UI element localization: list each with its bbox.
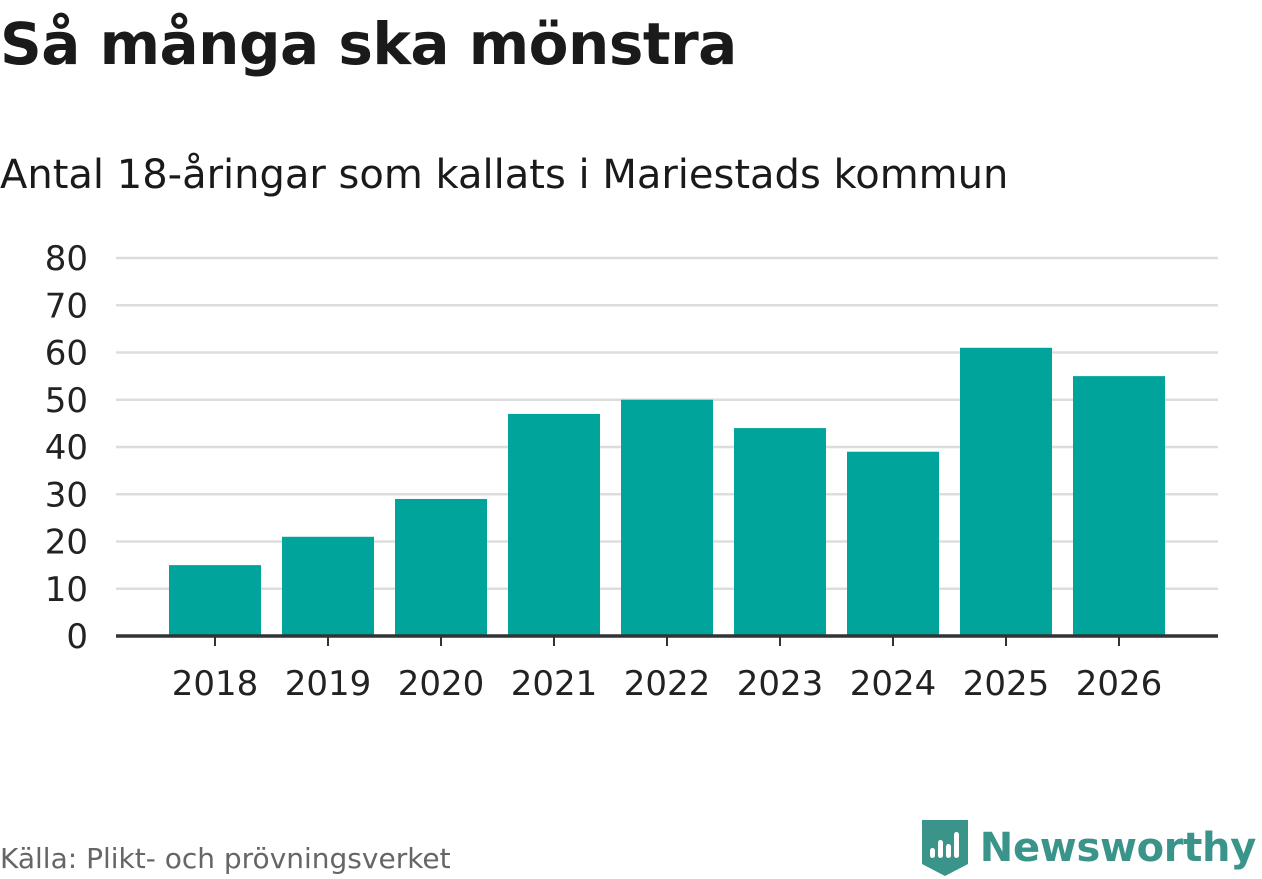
y-tick-label: 70: [45, 286, 88, 326]
newsworthy-logo-icon: [921, 820, 968, 876]
bar-2023: [734, 428, 826, 636]
y-tick-label: 30: [45, 475, 88, 515]
x-tick-label: 2019: [285, 664, 372, 704]
bar-2024: [847, 451, 939, 636]
x-tick-label: 2025: [963, 664, 1050, 704]
brand-name: Newsworthy: [979, 825, 1257, 871]
y-tick-label: 10: [45, 570, 88, 610]
x-tick-label: 2018: [172, 664, 259, 704]
bar-2022: [621, 399, 713, 636]
y-tick-label: 40: [45, 428, 88, 468]
bar-2026: [1073, 376, 1165, 636]
chart-title: Så många ska mönstra: [0, 10, 737, 78]
x-axis: [116, 634, 1218, 646]
bars: [169, 347, 1165, 636]
x-axis-tick-labels: 2018 2019 2020 2021 2022 2023 2024 2025 2026: [172, 664, 1163, 704]
chart-subtitle: Antal 18-åringar som kallats i Mariestad…: [0, 152, 1009, 198]
bar-2025: [960, 347, 1052, 636]
bar-2018: [169, 565, 261, 636]
y-tick-label: 20: [45, 523, 88, 563]
y-tick-label: 60: [45, 334, 88, 374]
y-tick-label: 80: [45, 239, 88, 279]
x-tick-label: 2024: [850, 664, 937, 704]
x-tick-label: 2021: [511, 664, 598, 704]
source-note: Källa: Plikt- och prövningsverket: [0, 842, 451, 875]
y-tick-label: 0: [66, 617, 88, 657]
y-tick-label: 50: [45, 381, 88, 421]
y-axis-tick-labels: 0 10 20 30 40 50 60 70 80: [45, 239, 88, 657]
brand-logo[interactable]: Newsworthy: [920, 818, 1256, 878]
bar-2019: [282, 536, 374, 636]
x-tick-label: 2023: [737, 664, 824, 704]
x-tick-label: 2026: [1076, 664, 1163, 704]
x-tick-label: 2020: [398, 664, 485, 704]
bar-2021: [508, 413, 600, 636]
bar-2020: [395, 498, 487, 636]
x-tick-label: 2022: [624, 664, 711, 704]
